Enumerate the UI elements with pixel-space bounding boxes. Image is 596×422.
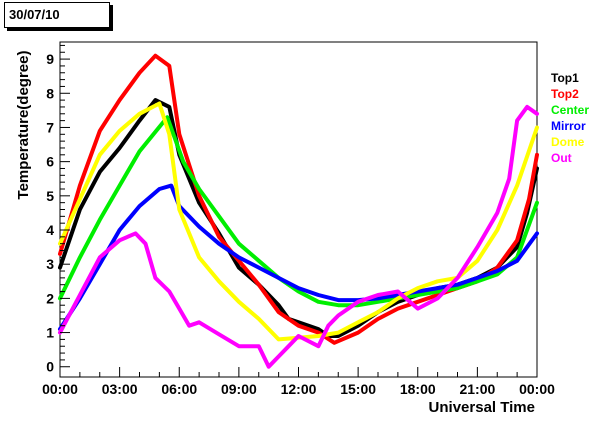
x-tick-label: 00:00 bbox=[42, 381, 78, 397]
y-tick-label: 6 bbox=[46, 154, 54, 170]
x-tick-label: 00:00 bbox=[519, 381, 555, 397]
y-tick-label: 5 bbox=[46, 188, 54, 204]
series-line-top2 bbox=[58, 53, 539, 345]
x-tick-label: 12:00 bbox=[281, 381, 317, 397]
series-layer bbox=[58, 53, 539, 369]
series-line-mirror bbox=[58, 183, 539, 332]
legend-entry-center: Center bbox=[551, 103, 589, 117]
tick-layer: 00:00 03:00 06:00 09:00 12:00 15:00 18:00 21:00… bbox=[42, 44, 555, 397]
y-tick-label: 4 bbox=[46, 222, 54, 238]
y-tick-label: 0 bbox=[46, 359, 54, 375]
x-axis-title: Universal Time bbox=[429, 399, 535, 416]
y-tick-label: 8 bbox=[46, 85, 54, 101]
y-tick-label: 9 bbox=[46, 51, 54, 67]
series-line-dome bbox=[58, 101, 539, 342]
x-tick-label: 15:00 bbox=[340, 381, 376, 397]
x-tick-label: 06:00 bbox=[161, 381, 197, 397]
y-tick-label: 1 bbox=[46, 325, 54, 341]
legend-entry-mirror: Mirror bbox=[551, 119, 586, 133]
legend-entry-dome: Dome bbox=[551, 135, 585, 149]
x-tick-label: 21:00 bbox=[459, 381, 495, 397]
legend: Top1 Top2 Center Mirror Dome Out bbox=[551, 71, 589, 165]
x-tick-label: 18:00 bbox=[400, 381, 436, 397]
date-label: 30/07/10 bbox=[4, 2, 110, 28]
legend-entry-top1: Top1 bbox=[551, 71, 579, 85]
legend-entry-top2: Top2 bbox=[551, 87, 579, 101]
y-tick-label: 7 bbox=[46, 119, 54, 135]
series-line-out bbox=[58, 104, 539, 369]
series-line-center bbox=[58, 115, 539, 308]
x-tick-label: 09:00 bbox=[221, 381, 257, 397]
legend-entry-out: Out bbox=[551, 151, 572, 165]
y-axis-title: Temperature(degree) bbox=[15, 51, 32, 200]
y-tick-label: 3 bbox=[46, 256, 54, 272]
y-tick-label: 2 bbox=[46, 290, 54, 306]
x-tick-label: 03:00 bbox=[102, 381, 138, 397]
